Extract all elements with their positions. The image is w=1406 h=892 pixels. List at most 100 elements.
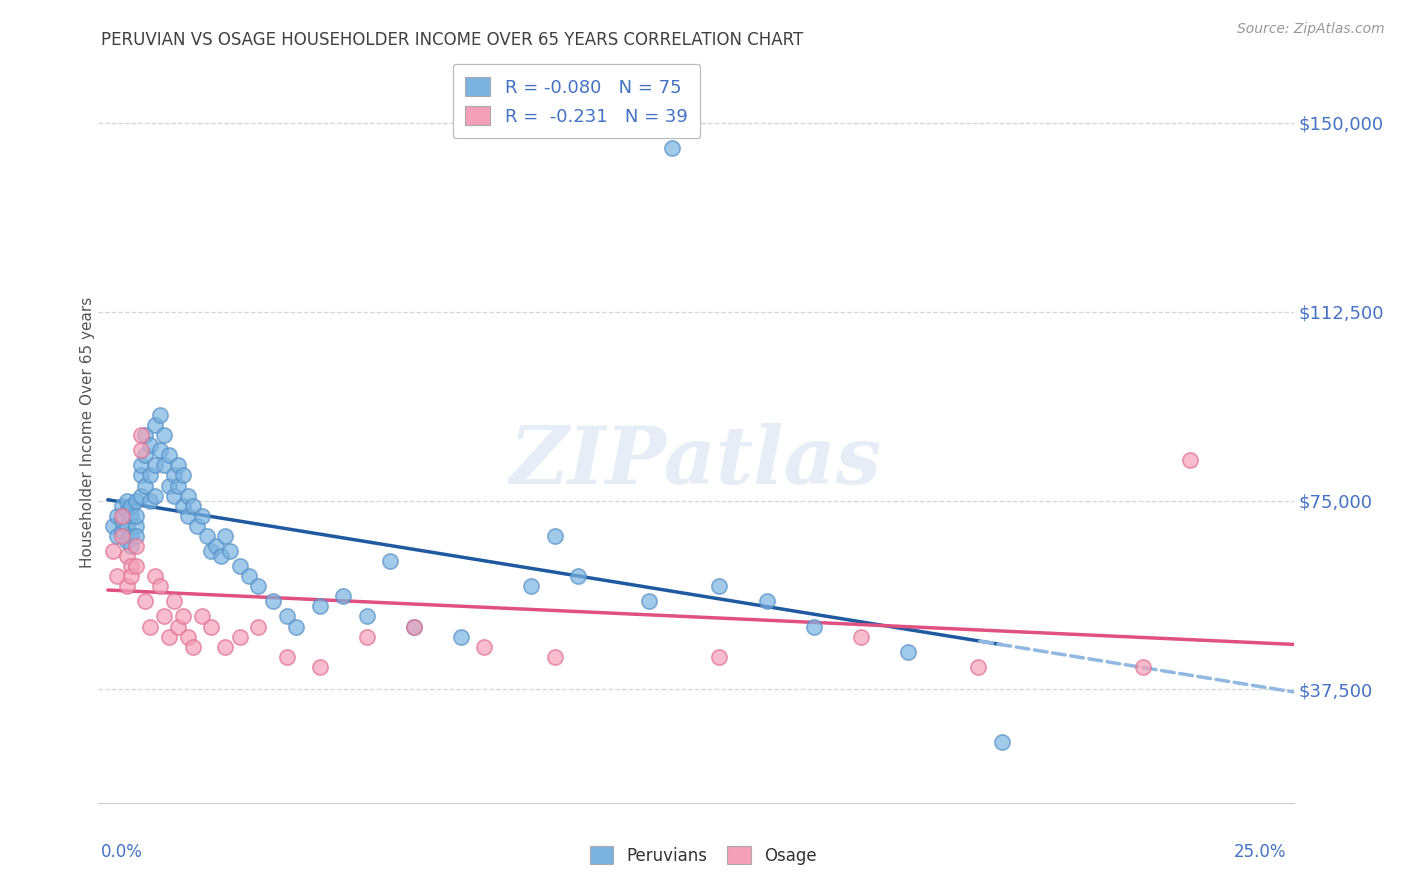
Point: [709, 649, 731, 664]
Text: Source: ZipAtlas.com: Source: ZipAtlas.com: [1237, 22, 1385, 37]
Point: [101, 518, 124, 533]
Point: [177, 489, 200, 503]
Point: [149, 579, 172, 593]
Point: [149, 408, 172, 422]
Point: [709, 579, 731, 593]
Point: [544, 529, 567, 543]
Point: [402, 619, 425, 633]
Point: [105, 508, 128, 523]
Point: [308, 660, 330, 674]
Point: [125, 508, 148, 523]
Point: [125, 539, 148, 553]
Point: [163, 468, 186, 483]
Point: [356, 630, 378, 644]
Point: [200, 619, 222, 633]
Point: [125, 493, 148, 508]
Point: [544, 649, 567, 664]
Point: [247, 619, 270, 633]
Point: [134, 448, 156, 462]
Point: [120, 539, 142, 553]
Point: [228, 630, 250, 644]
Point: [167, 619, 190, 633]
Point: [567, 569, 589, 583]
Point: [139, 438, 162, 452]
Y-axis label: Householder Income Over 65 years: Householder Income Over 65 years: [80, 297, 94, 568]
Point: [139, 493, 162, 508]
Point: [1178, 453, 1201, 467]
Point: [219, 544, 242, 558]
Point: [115, 533, 138, 548]
Point: [143, 489, 166, 503]
Point: [134, 478, 156, 492]
Point: [134, 428, 156, 442]
Point: [803, 619, 825, 633]
Point: [101, 544, 124, 558]
Point: [120, 569, 142, 583]
Point: [129, 458, 152, 473]
Point: [1132, 660, 1154, 674]
Point: [115, 493, 138, 508]
Point: [157, 478, 180, 492]
Point: [172, 609, 194, 624]
Text: ZIPatlas: ZIPatlas: [510, 424, 882, 501]
Point: [149, 443, 172, 458]
Point: [129, 489, 152, 503]
Point: [111, 508, 134, 523]
Point: [139, 619, 162, 633]
Point: [143, 569, 166, 583]
Point: [181, 499, 204, 513]
Point: [111, 529, 134, 543]
Point: [214, 529, 236, 543]
Point: [125, 529, 148, 543]
Point: [120, 529, 142, 543]
Point: [125, 559, 148, 574]
Point: [157, 630, 180, 644]
Point: [356, 609, 378, 624]
Point: [308, 599, 330, 614]
Point: [167, 458, 190, 473]
Point: [105, 529, 128, 543]
Point: [177, 630, 200, 644]
Point: [285, 619, 308, 633]
Point: [332, 590, 354, 604]
Point: [991, 735, 1014, 749]
Point: [129, 428, 152, 442]
Point: [129, 443, 152, 458]
Legend: R = -0.080   N = 75, R =  -0.231   N = 39: R = -0.080 N = 75, R = -0.231 N = 39: [453, 64, 700, 138]
Point: [472, 640, 495, 654]
Point: [153, 458, 176, 473]
Point: [120, 508, 142, 523]
Point: [115, 504, 138, 518]
Point: [111, 499, 134, 513]
Point: [186, 518, 208, 533]
Point: [247, 579, 270, 593]
Point: [115, 518, 138, 533]
Point: [191, 609, 214, 624]
Point: [143, 418, 166, 433]
Legend: Peruvians, Osage: Peruvians, Osage: [579, 836, 827, 875]
Point: [195, 529, 218, 543]
Point: [181, 640, 204, 654]
Point: [172, 499, 194, 513]
Point: [209, 549, 232, 563]
Point: [125, 518, 148, 533]
Point: [111, 514, 134, 528]
Point: [163, 489, 186, 503]
Point: [120, 559, 142, 574]
Point: [849, 630, 872, 644]
Point: [134, 594, 156, 608]
Point: [200, 544, 222, 558]
Point: [897, 645, 920, 659]
Point: [191, 508, 214, 523]
Point: [661, 141, 683, 155]
Point: [262, 594, 284, 608]
Point: [520, 579, 543, 593]
Point: [228, 559, 250, 574]
Point: [638, 594, 661, 608]
Point: [105, 569, 128, 583]
Point: [177, 508, 200, 523]
Point: [450, 630, 472, 644]
Point: [276, 609, 298, 624]
Point: [157, 448, 180, 462]
Point: [238, 569, 260, 583]
